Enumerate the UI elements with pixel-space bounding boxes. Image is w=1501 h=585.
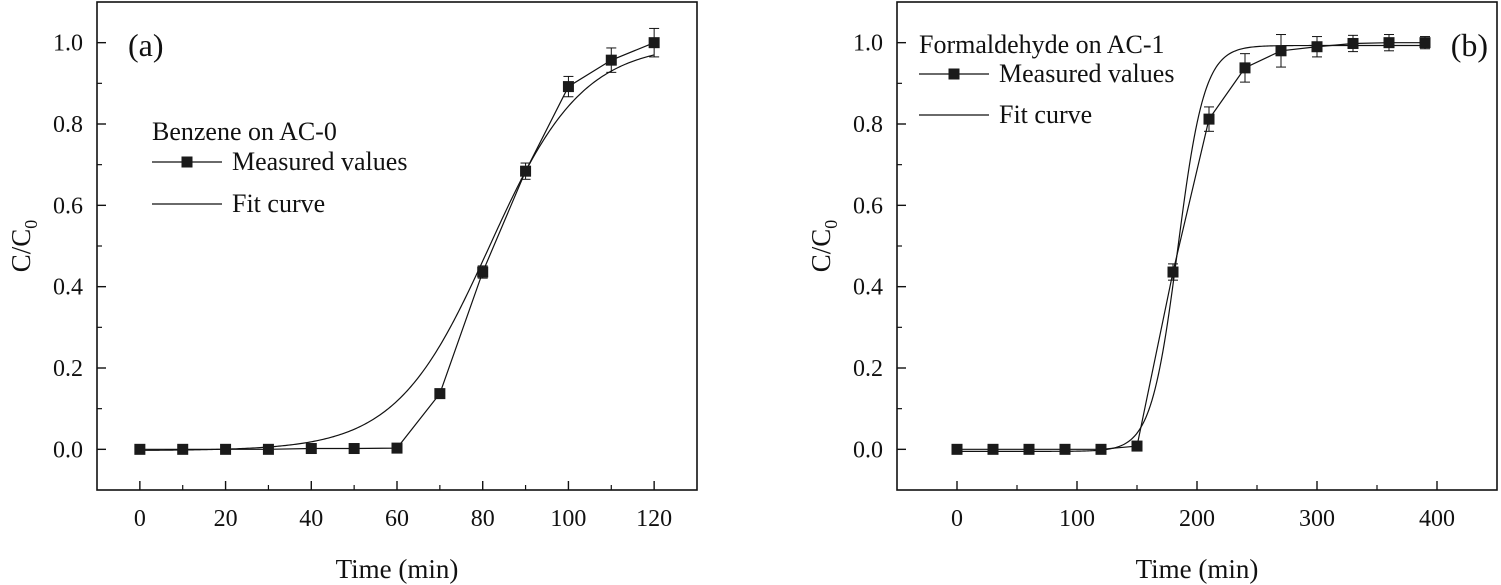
x-tick-label: 0 xyxy=(134,506,146,532)
data-point xyxy=(987,443,999,455)
legend-measured-marker xyxy=(948,68,960,80)
x-tick-label: 100 xyxy=(550,506,586,532)
panel-label: (a) xyxy=(128,27,164,63)
data-point xyxy=(1023,443,1035,455)
y-tick-label: 0.2 xyxy=(53,356,83,382)
y-tick-label: 0.8 xyxy=(53,112,83,138)
y-tick-label: 0.4 xyxy=(853,275,883,301)
plot-frame xyxy=(96,1,698,491)
legend-title: Benzene on AC-0 xyxy=(152,117,337,146)
legend-measured-label: Measured values xyxy=(232,147,407,176)
x-axis-title: Time (min) xyxy=(336,554,459,584)
legend-title: Formaldehyde on AC-1 xyxy=(919,30,1165,59)
data-point xyxy=(562,81,574,93)
x-tick-label: 100 xyxy=(1059,506,1095,532)
x-tick-label: 20 xyxy=(214,506,238,532)
x-tick-label: 60 xyxy=(385,506,409,532)
data-point xyxy=(1419,37,1431,49)
data-point xyxy=(1203,113,1215,125)
measured-values-line xyxy=(139,42,655,450)
data-point xyxy=(520,165,532,177)
chart-panel-a: 0 20 40 60 80 100 120 0.0 0.2 0.4 0.6 0.8 1.0 Time (m… xyxy=(6,1,698,584)
data-point xyxy=(177,443,189,455)
data-point xyxy=(1059,443,1071,455)
data-point xyxy=(1239,62,1251,74)
y-tick-label: 0.0 xyxy=(853,437,883,463)
chart-panel-b: 0 100 200 300 400 0.0 0.2 0.4 0.6 0.8 1.0 Time (min… xyxy=(806,1,1498,584)
legend-measured-label: Measured values xyxy=(999,59,1174,88)
y-axis-title: C/C0 xyxy=(806,220,841,273)
y-axis-title: C/C0 xyxy=(6,220,41,273)
y-axis-title-main: C/C xyxy=(806,229,836,273)
x-tick-label: 40 xyxy=(299,506,323,532)
y-tick-label: 1.0 xyxy=(853,31,883,57)
measured-values-line xyxy=(957,42,1425,450)
data-point xyxy=(477,266,489,278)
data-point xyxy=(305,443,317,455)
x-axis-title: Time (min) xyxy=(1136,554,1259,584)
x-tick-label: 80 xyxy=(471,506,495,532)
fit-curve-line xyxy=(139,54,655,451)
legend-fit-label: Fit curve xyxy=(999,100,1092,129)
y-tick-label: 0.0 xyxy=(53,437,83,463)
data-point xyxy=(1095,443,1107,455)
x-tick-label: 200 xyxy=(1179,506,1215,532)
x-tick-label: 120 xyxy=(636,506,672,532)
y-tick-label: 0.6 xyxy=(53,193,83,219)
y-tick-label: 0.6 xyxy=(853,193,883,219)
legend-measured-marker xyxy=(181,156,193,168)
y-tick-label: 0.2 xyxy=(853,356,883,382)
data-point xyxy=(434,388,446,400)
data-point xyxy=(220,443,232,455)
y-tick-label: 0.4 xyxy=(53,275,83,301)
y-axis-title-subscript: 0 xyxy=(21,220,41,229)
data-point xyxy=(1275,45,1287,57)
x-tick-label: 0 xyxy=(951,506,963,532)
data-point xyxy=(134,443,146,455)
data-point xyxy=(1311,41,1323,53)
x-tick-label: 400 xyxy=(1419,506,1455,532)
data-point xyxy=(1383,37,1395,49)
y-axis-title-subscript: 0 xyxy=(821,220,841,229)
data-point xyxy=(605,54,617,66)
data-point xyxy=(391,442,403,454)
plot-frame xyxy=(896,1,1498,491)
data-point xyxy=(1131,440,1143,452)
data-point xyxy=(1347,37,1359,49)
y-tick-label: 1.0 xyxy=(53,31,83,57)
y-tick-label: 0.8 xyxy=(853,112,883,138)
legend-fit-label: Fit curve xyxy=(232,189,325,218)
data-point xyxy=(951,443,963,455)
fit-curve-line xyxy=(957,44,1425,452)
data-point xyxy=(648,37,660,49)
data-point xyxy=(348,443,360,455)
panel-label: (b) xyxy=(1451,27,1488,63)
data-point xyxy=(1167,266,1179,278)
data-point xyxy=(262,443,274,455)
y-axis-title-main: C/C xyxy=(6,229,36,273)
x-tick-label: 300 xyxy=(1299,506,1335,532)
